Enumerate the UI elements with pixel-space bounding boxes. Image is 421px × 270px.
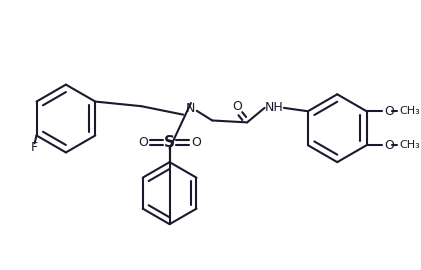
Text: NH: NH xyxy=(265,101,284,114)
Text: O: O xyxy=(232,100,242,113)
Text: O: O xyxy=(139,136,148,149)
Text: S: S xyxy=(164,135,175,150)
Text: O: O xyxy=(384,105,394,118)
Text: CH₃: CH₃ xyxy=(400,140,420,150)
Text: O: O xyxy=(191,136,201,149)
Text: CH₃: CH₃ xyxy=(400,106,420,116)
Text: F: F xyxy=(31,141,38,154)
Text: N: N xyxy=(186,102,196,115)
Text: O: O xyxy=(384,139,394,152)
